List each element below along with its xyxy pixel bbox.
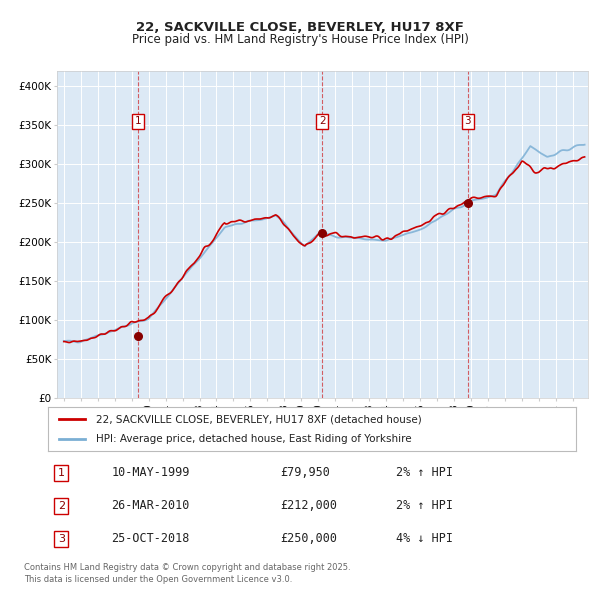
Text: £250,000: £250,000 [280,532,337,546]
Text: 22, SACKVILLE CLOSE, BEVERLEY, HU17 8XF: 22, SACKVILLE CLOSE, BEVERLEY, HU17 8XF [136,21,464,34]
Text: 2% ↑ HPI: 2% ↑ HPI [397,466,454,480]
Text: 3: 3 [464,116,471,126]
Text: 22, SACKVILLE CLOSE, BEVERLEY, HU17 8XF (detached house): 22, SACKVILLE CLOSE, BEVERLEY, HU17 8XF … [95,415,421,424]
Text: 25-OCT-2018: 25-OCT-2018 [112,532,190,546]
Text: Price paid vs. HM Land Registry's House Price Index (HPI): Price paid vs. HM Land Registry's House … [131,33,469,46]
Text: £79,950: £79,950 [280,466,330,480]
Text: £212,000: £212,000 [280,499,337,513]
Text: This data is licensed under the Open Government Licence v3.0.: This data is licensed under the Open Gov… [24,575,292,584]
Text: 2: 2 [319,116,325,126]
Text: 4% ↓ HPI: 4% ↓ HPI [397,532,454,546]
Text: HPI: Average price, detached house, East Riding of Yorkshire: HPI: Average price, detached house, East… [95,434,411,444]
Text: 2: 2 [58,501,65,511]
Text: Contains HM Land Registry data © Crown copyright and database right 2025.: Contains HM Land Registry data © Crown c… [24,563,350,572]
Text: 3: 3 [58,534,65,544]
Text: 1: 1 [58,468,65,478]
Text: 1: 1 [134,116,141,126]
Text: 10-MAY-1999: 10-MAY-1999 [112,466,190,480]
Text: 2% ↑ HPI: 2% ↑ HPI [397,499,454,513]
Text: 26-MAR-2010: 26-MAR-2010 [112,499,190,513]
